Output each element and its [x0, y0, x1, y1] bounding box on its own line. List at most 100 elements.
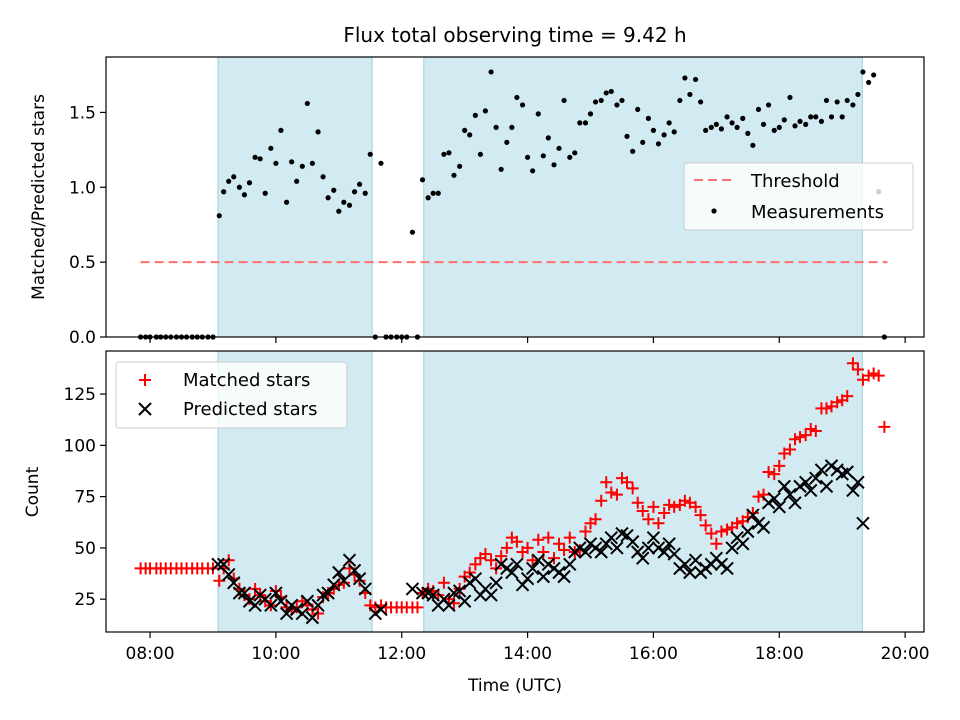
measurement-point [545, 135, 551, 141]
measurement-point [718, 126, 724, 132]
predicted-star-marker [746, 508, 760, 522]
measurement-point [650, 127, 657, 133]
matched-star-marker [705, 527, 718, 540]
measurement-point [331, 187, 337, 193]
measurement-point [519, 102, 526, 108]
predicted-star-marker [368, 606, 383, 621]
measurement-point [561, 97, 567, 104]
measurement-point [792, 123, 798, 129]
measurement-point [708, 124, 714, 130]
measurement-point [457, 163, 463, 169]
measurement-point [241, 192, 248, 198]
matched-star-marker [721, 523, 734, 536]
measurement-point [509, 124, 515, 130]
measurement-point [504, 139, 510, 145]
measurement-point [535, 111, 541, 117]
predicted-star-marker [536, 569, 551, 584]
bottom-shaded-regions [217, 350, 863, 633]
measurement-point [346, 202, 353, 208]
measurement-point [630, 148, 636, 154]
y-tick-label: 125 [64, 385, 96, 405]
matched-star-marker [453, 582, 466, 595]
measurement-point [640, 139, 646, 145]
matched-star-marker [694, 509, 707, 522]
matched-star-marker [437, 576, 450, 589]
measurement-point [797, 118, 803, 124]
matched-star-marker [532, 533, 545, 546]
x-tick-label: 10:00 [251, 644, 300, 664]
measurement-point [582, 120, 589, 126]
predicted-star-marker [578, 545, 593, 559]
matched-star-marker [621, 476, 634, 489]
predicted-star-marker [426, 588, 440, 602]
measurement-point [572, 150, 578, 156]
matched-star-marker [521, 541, 534, 554]
y-tick-label: 50 [74, 539, 96, 559]
measurement-point [866, 79, 872, 86]
predicted-star-marker [452, 584, 467, 598]
predicted-star-marker [688, 553, 703, 567]
measurement-point [283, 199, 290, 205]
matched-star-marker [663, 498, 676, 511]
matched-star-marker [647, 500, 660, 513]
measurement-point [587, 111, 594, 117]
bottom-x-ticks: 08:00 10:00 12:00 14:00 16:00 18:00 20:00 [126, 632, 930, 664]
matched-star-marker [731, 517, 744, 530]
bottom-panel: 25 50 75 100 125 08:00 10:00 12:00 14:00 16:00 18… [23, 350, 930, 696]
measurement-point [771, 127, 777, 133]
x-tick-label: 20:00 [881, 644, 930, 664]
y-tick-label: 0.5 [69, 253, 96, 273]
measurement-point [430, 190, 436, 196]
predicted-star-marker [610, 541, 624, 555]
predicted-star-marker [264, 598, 278, 613]
predicted-star-marker [274, 594, 288, 608]
measurement-point [351, 189, 358, 195]
measurement-point [441, 151, 447, 157]
measurement-point [451, 172, 457, 178]
predicted-star-marker [221, 567, 236, 582]
shaded-interval [217, 56, 373, 338]
predicted-star-marker [856, 516, 870, 530]
predicted-star-marker [772, 500, 786, 514]
matched-star-marker [762, 466, 775, 479]
predicted-star-marker [667, 547, 681, 561]
measurement-point [378, 160, 384, 166]
predicted-star-marker [311, 598, 325, 613]
top-legend: Threshold Measurements [683, 162, 914, 231]
predicted-star-marker [725, 541, 739, 555]
y-tick-label: 1.0 [69, 178, 96, 198]
predicted-star-marker [505, 565, 519, 580]
measurement-point [713, 121, 719, 127]
predicted-star-marker [662, 537, 676, 551]
matched-star-marker [841, 390, 854, 403]
measurement-point [614, 102, 620, 108]
matched-star-marker [867, 367, 880, 380]
measurement-point [619, 97, 625, 104]
matched-star-marker [773, 459, 786, 472]
measurement-point [289, 159, 295, 165]
matched-star-marker [631, 496, 644, 509]
x-tick-label: 18:00 [755, 644, 804, 664]
top-x-ticks [149, 337, 906, 343]
measurement-point [603, 90, 609, 96]
measurement-point [813, 114, 819, 120]
matched-star-marker [563, 531, 576, 544]
x-tick-label: 08:00 [126, 644, 175, 664]
predicted-star-marker [563, 557, 577, 572]
measurement-point [524, 154, 531, 160]
measurement-point [514, 94, 520, 101]
measurement-point [530, 168, 536, 174]
predicted-star-marker [646, 530, 661, 545]
matched-star-marker [626, 482, 639, 495]
measurement-point [299, 163, 305, 169]
measurement-point [828, 114, 835, 120]
matched-star-marker [846, 357, 859, 370]
measurement-point [551, 162, 557, 168]
predicted-star-marker [604, 530, 618, 545]
measurement-point [577, 120, 583, 126]
matched-star-marker [872, 369, 885, 382]
measurement-point [268, 145, 274, 151]
measurement-point [315, 129, 321, 135]
predicted-star-marker [269, 586, 283, 600]
measurement-point [787, 94, 793, 101]
